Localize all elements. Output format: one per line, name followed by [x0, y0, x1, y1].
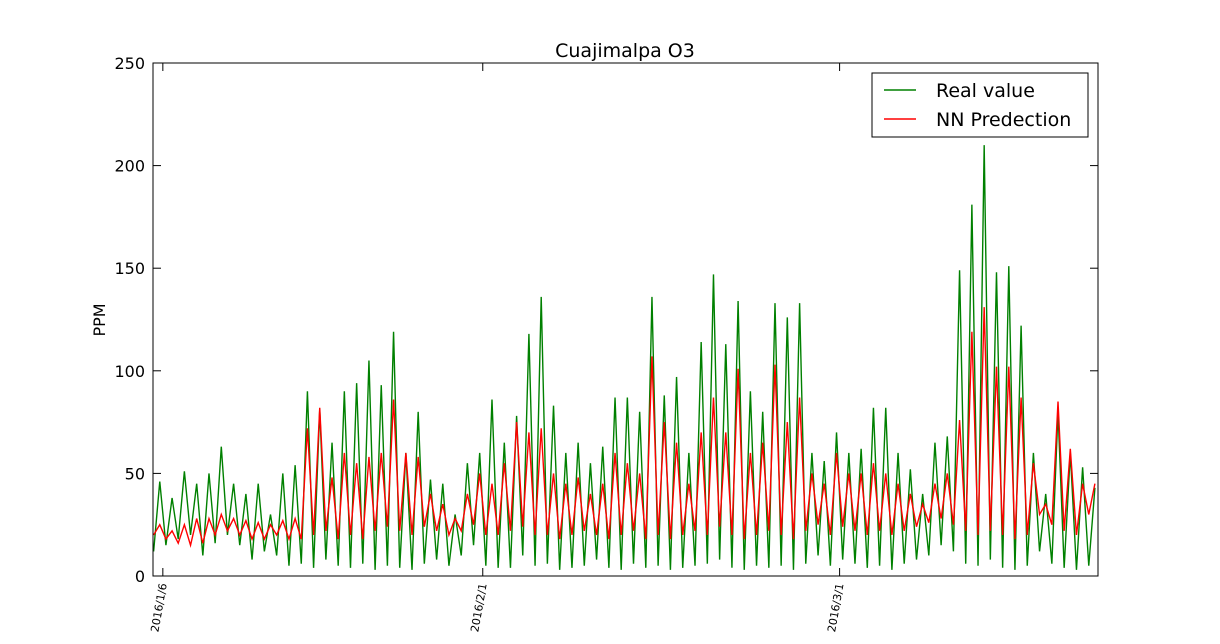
legend-label: NN Predection: [936, 109, 1071, 131]
x-tick-label: 2016/2/1: [468, 582, 489, 633]
legend-label: Real value: [936, 80, 1035, 102]
y-tick-label: 50: [125, 464, 145, 483]
legend-box: [871, 72, 1089, 138]
y-tick-label: 250: [114, 54, 145, 73]
y-tick-label: 150: [114, 259, 145, 278]
data-line: [153, 307, 1096, 548]
y-tick-label: 100: [114, 362, 145, 381]
y-tick-label: 200: [114, 157, 145, 176]
y-axis-label: PPM: [90, 303, 109, 336]
y-tick-label: 0: [135, 567, 145, 586]
plot-frame: [152, 62, 1099, 577]
chart-title: Cuajimalpa O3: [555, 40, 695, 62]
x-tick-label: 2016/1/6: [148, 582, 169, 633]
x-tick-label: 2016/3/1: [825, 582, 846, 633]
